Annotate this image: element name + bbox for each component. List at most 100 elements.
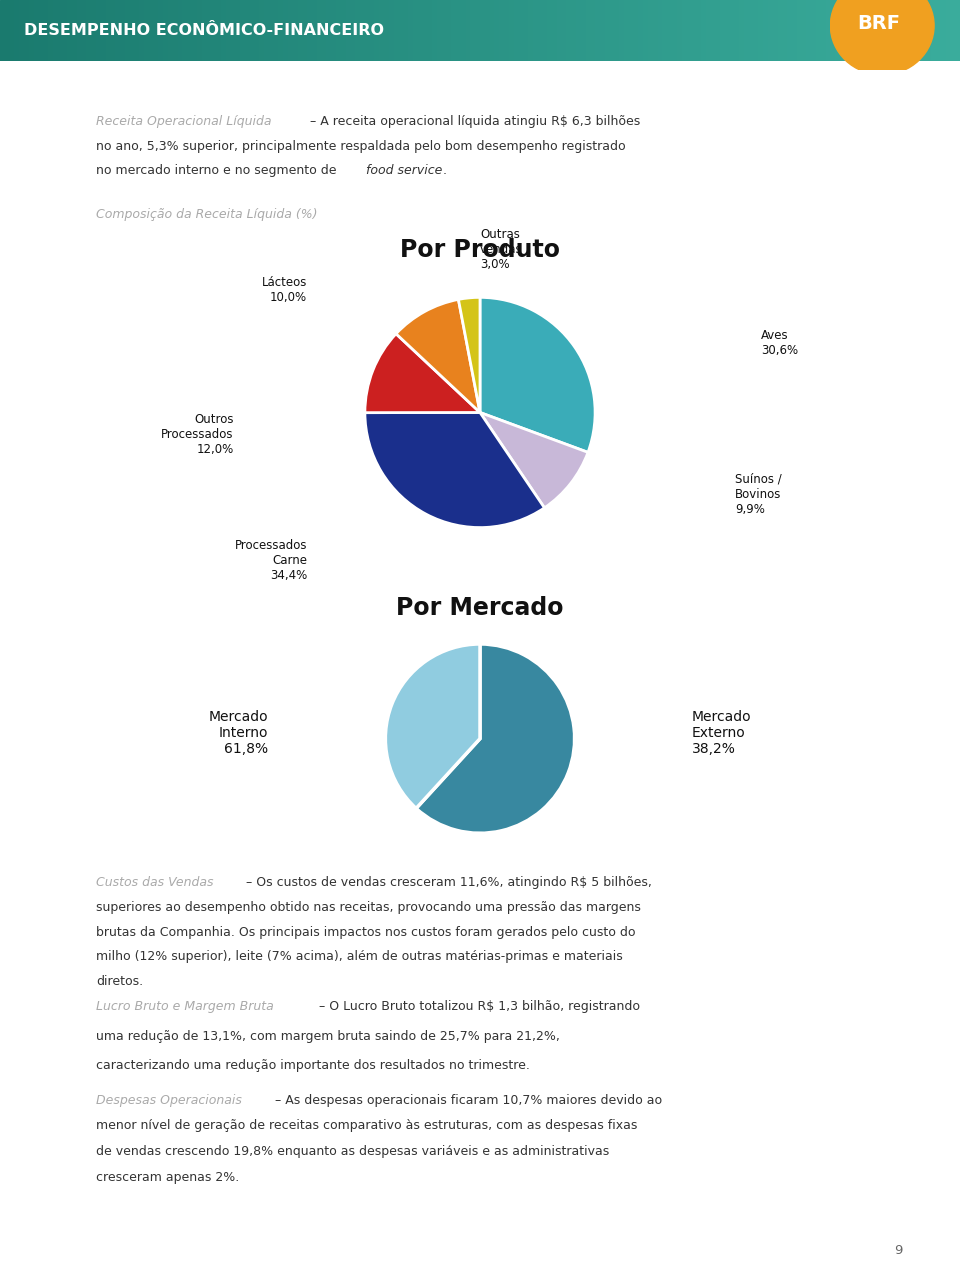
Bar (792, 0, 797, 61)
Text: Despesas Operacionais: Despesas Operacionais (96, 1094, 242, 1106)
Text: brutas da Companhia. Os principais impactos nos custos foram gerados pelo custo : brutas da Companhia. Os principais impac… (96, 926, 636, 939)
Text: diretos.: diretos. (96, 975, 143, 989)
Bar (115, 0, 120, 61)
Text: Composição da Receita Líquida (%): Composição da Receita Líquida (%) (96, 207, 318, 221)
Bar (907, 0, 912, 61)
Bar (533, 0, 538, 61)
Bar (14, 0, 19, 61)
Bar (77, 0, 82, 61)
Text: – A receita operacional líquida atingiu R$ 6,3 bilhões: – A receita operacional líquida atingiu … (309, 115, 639, 128)
Bar (96, 0, 101, 61)
Bar (432, 0, 437, 61)
Bar (850, 0, 854, 61)
Bar (163, 0, 168, 61)
Text: Outros
Processados
12,0%: Outros Processados 12,0% (161, 413, 234, 455)
Bar (619, 0, 624, 61)
Bar (250, 0, 254, 61)
Bar (624, 0, 629, 61)
Bar (221, 0, 226, 61)
Bar (317, 0, 322, 61)
Bar (355, 0, 360, 61)
Bar (950, 0, 955, 61)
Bar (154, 0, 158, 61)
Bar (691, 0, 696, 61)
Text: Lácteos
10,0%: Lácteos 10,0% (262, 276, 307, 304)
Bar (442, 0, 446, 61)
Bar (67, 0, 72, 61)
Wedge shape (416, 643, 575, 833)
Bar (701, 0, 706, 61)
Bar (346, 0, 350, 61)
Bar (437, 0, 442, 61)
Bar (125, 0, 130, 61)
Bar (24, 0, 29, 61)
Bar (82, 0, 86, 61)
Bar (130, 0, 134, 61)
Bar (874, 0, 878, 61)
Bar (926, 0, 931, 61)
Bar (528, 0, 533, 61)
Wedge shape (365, 413, 544, 527)
Bar (744, 0, 749, 61)
Wedge shape (480, 413, 588, 508)
Bar (931, 0, 936, 61)
Text: menor nível de geração de receitas comparativo às estruturas, com as despesas fi: menor nível de geração de receitas compa… (96, 1119, 637, 1132)
Bar (293, 0, 298, 61)
Bar (197, 0, 202, 61)
Bar (307, 0, 312, 61)
Bar (53, 0, 58, 61)
Bar (787, 0, 792, 61)
Text: BRF: BRF (857, 14, 900, 33)
Bar (523, 0, 528, 61)
Bar (941, 0, 946, 61)
Bar (888, 0, 893, 61)
Bar (816, 0, 821, 61)
Bar (312, 0, 317, 61)
Bar (672, 0, 677, 61)
Bar (341, 0, 346, 61)
Bar (298, 0, 302, 61)
Bar (413, 0, 418, 61)
Bar (322, 0, 326, 61)
Bar (269, 0, 274, 61)
Bar (168, 0, 173, 61)
Bar (370, 0, 374, 61)
Bar (418, 0, 422, 61)
Bar (86, 0, 91, 61)
Bar (571, 0, 576, 61)
Text: milho (12% superior), leite (7% acima), além de outras matérias-primas e materia: milho (12% superior), leite (7% acima), … (96, 950, 623, 963)
Bar (475, 0, 480, 61)
Bar (106, 0, 110, 61)
Bar (302, 0, 307, 61)
Bar (806, 0, 811, 61)
Bar (365, 0, 370, 61)
Text: superiores ao desempenho obtido nas receitas, provocando uma pressão das margens: superiores ao desempenho obtido nas rece… (96, 900, 641, 914)
Bar (178, 0, 182, 61)
Bar (326, 0, 331, 61)
Bar (38, 0, 43, 61)
Text: cresceram apenas 2%.: cresceram apenas 2%. (96, 1172, 239, 1184)
Text: caracterizando uma redução importante dos resultados no trimestre.: caracterizando uma redução importante do… (96, 1059, 530, 1072)
Wedge shape (365, 334, 480, 413)
Bar (634, 0, 638, 61)
Bar (830, 0, 835, 61)
Bar (182, 0, 187, 61)
Bar (72, 0, 77, 61)
Bar (878, 0, 883, 61)
Bar (557, 0, 562, 61)
Bar (403, 0, 408, 61)
Bar (509, 0, 514, 61)
Bar (283, 0, 288, 61)
Text: Processados
Carne
34,4%: Processados Carne 34,4% (234, 540, 307, 582)
Bar (374, 0, 379, 61)
Text: 9: 9 (894, 1243, 902, 1257)
Bar (446, 0, 451, 61)
Text: de vendas crescendo 19,8% enquanto as despesas variáveis e as administrativas: de vendas crescendo 19,8% enquanto as de… (96, 1146, 610, 1159)
Bar (34, 0, 38, 61)
Wedge shape (480, 298, 595, 453)
Bar (600, 0, 605, 61)
Bar (202, 0, 206, 61)
Bar (922, 0, 926, 61)
Text: Por Produto: Por Produto (400, 238, 560, 262)
Bar (19, 0, 24, 61)
